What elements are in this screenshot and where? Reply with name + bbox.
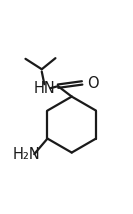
Text: O: O xyxy=(87,76,99,91)
Text: HN: HN xyxy=(34,81,55,96)
Text: H₂N: H₂N xyxy=(12,147,40,162)
